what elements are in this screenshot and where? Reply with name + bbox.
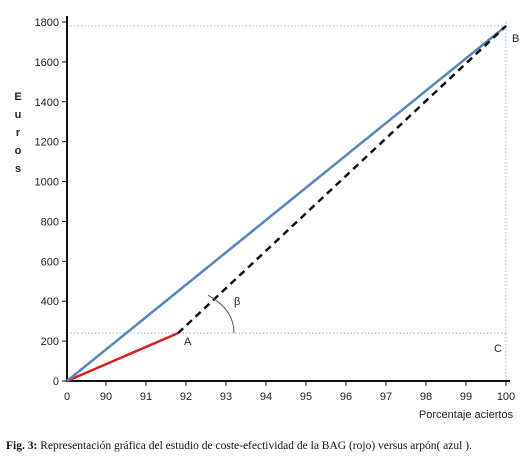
figure-caption: Fig. 3: Representación gráfica del estud… xyxy=(6,440,518,452)
labels-group: A B Cβ xyxy=(184,33,519,355)
y-axis-label-letter: u xyxy=(15,109,22,121)
series-line-1 xyxy=(66,331,179,383)
annotation-label: C xyxy=(494,343,502,355)
y-axis-label-letter: o xyxy=(15,145,22,157)
y-axis-label-letter: E xyxy=(14,91,21,103)
caption-prefix: Fig. 3: xyxy=(6,440,38,452)
y-tick-label: 800 xyxy=(41,216,59,228)
x-tick-label: 95 xyxy=(300,391,312,403)
y-tick-label: 1800 xyxy=(35,17,59,29)
series-line-3 xyxy=(177,25,507,335)
x-tick-label: 0 xyxy=(64,391,70,403)
y-tick-label: 400 xyxy=(41,296,59,308)
y-tick-label: 1600 xyxy=(35,57,59,69)
y-tick-label: 1000 xyxy=(35,177,59,189)
x-axis-label: Porcentaje aciertos xyxy=(419,409,514,421)
x-tick-label: 94 xyxy=(260,391,272,403)
y-tick-label: 1400 xyxy=(35,97,59,109)
x-tick-label: 90 xyxy=(100,391,112,403)
series-group xyxy=(66,25,507,383)
y-tick-label: 1200 xyxy=(35,137,59,149)
x-tick-label: 92 xyxy=(180,391,192,403)
caption-text: Representación gráfica del estudio de co… xyxy=(37,440,472,452)
x-tick-label: 97 xyxy=(380,391,392,403)
x-tick-label: 93 xyxy=(220,391,232,403)
series-line-2 xyxy=(66,25,507,382)
x-tick-label: 100 xyxy=(497,391,515,403)
x-tick-label: 98 xyxy=(420,391,432,403)
y-tick-label: 200 xyxy=(41,336,59,348)
axes: 0 200 400 600 800 1000 1200 1400 1600 1800 0 90 91 92… xyxy=(35,16,515,403)
annotation-label: β xyxy=(234,296,240,308)
chart-canvas: 0 200 400 600 800 1000 1200 1400 1600 1800 0 90 91 92… xyxy=(14,16,519,421)
y-tick-label: 0 xyxy=(53,376,59,388)
x-tick-label: 96 xyxy=(340,391,352,403)
x-tick-label: 91 xyxy=(140,391,152,403)
y-axis-label-letter: r xyxy=(16,127,21,139)
y-axis-label-letter: s xyxy=(15,163,21,175)
annotation-label: A xyxy=(184,336,192,348)
x-tick-label: 99 xyxy=(460,391,472,403)
reference-lines xyxy=(67,22,508,381)
annotation-label: B xyxy=(512,33,519,45)
angle-arc xyxy=(207,294,235,334)
y-tick-label: 600 xyxy=(41,256,59,268)
